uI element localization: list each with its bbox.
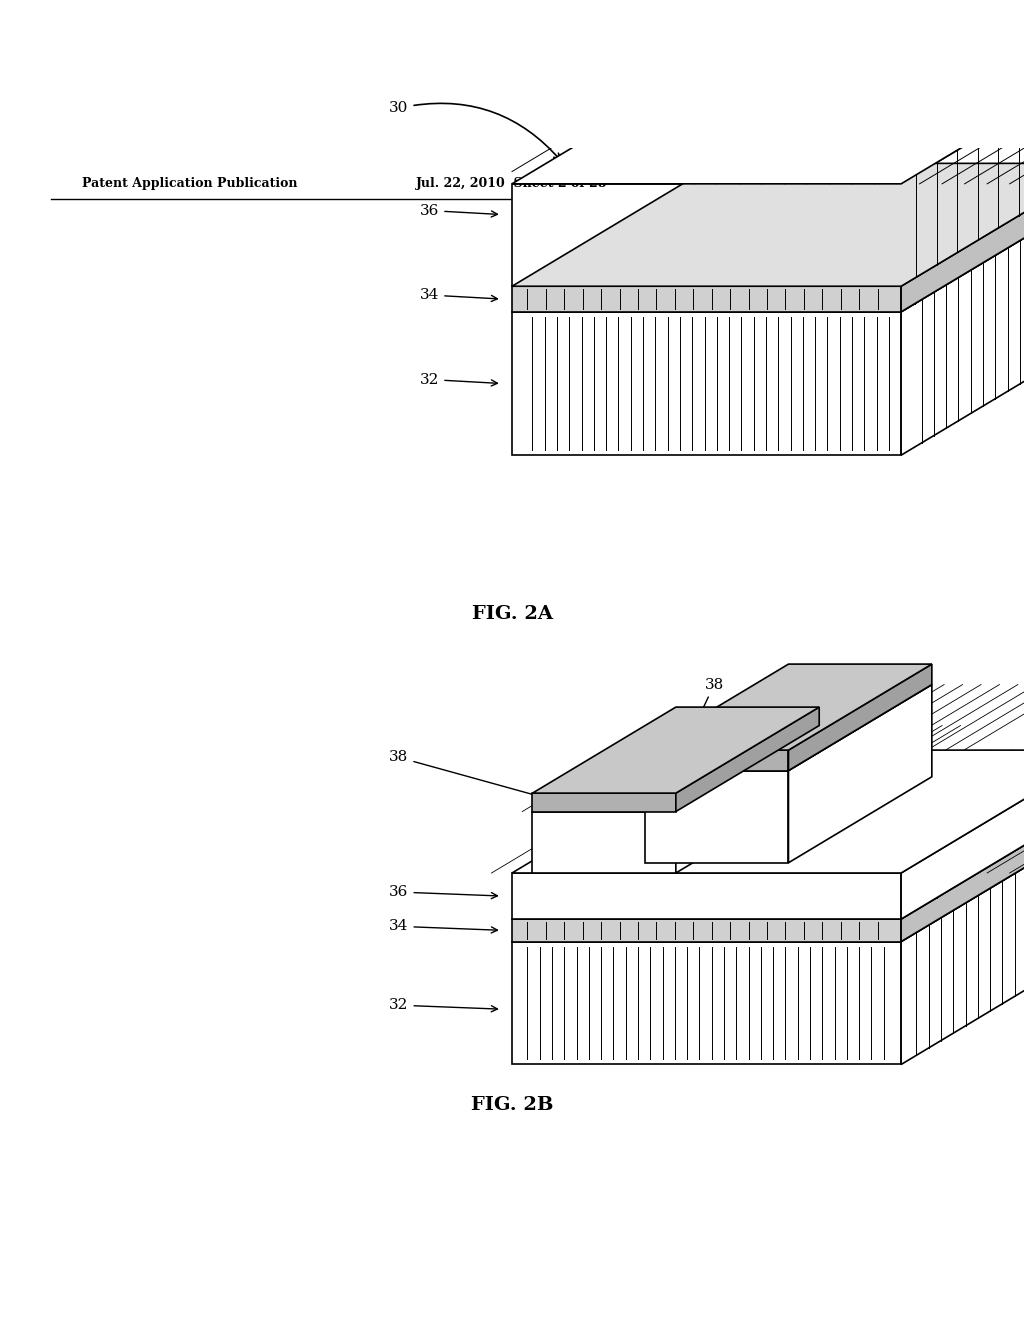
Text: Patent Application Publication: Patent Application Publication bbox=[82, 177, 297, 190]
Polygon shape bbox=[532, 708, 819, 793]
Polygon shape bbox=[512, 873, 901, 919]
Text: FIG. 2A: FIG. 2A bbox=[471, 605, 553, 623]
Text: 40: 40 bbox=[690, 842, 913, 855]
Polygon shape bbox=[901, 61, 1024, 286]
Text: 32: 32 bbox=[389, 998, 498, 1012]
Polygon shape bbox=[676, 726, 819, 873]
Polygon shape bbox=[512, 189, 1024, 312]
Text: US 2010/0181648 A1: US 2010/0181648 A1 bbox=[795, 177, 942, 190]
Text: 36: 36 bbox=[389, 884, 498, 899]
Polygon shape bbox=[645, 685, 932, 771]
Polygon shape bbox=[512, 796, 1024, 919]
Text: Jul. 22, 2010  Sheet 2 of 28: Jul. 22, 2010 Sheet 2 of 28 bbox=[417, 177, 607, 190]
Polygon shape bbox=[645, 750, 788, 771]
Text: 30: 30 bbox=[389, 102, 560, 160]
Polygon shape bbox=[512, 941, 901, 1064]
Polygon shape bbox=[901, 750, 1024, 919]
Polygon shape bbox=[901, 818, 1024, 1064]
Polygon shape bbox=[512, 750, 1024, 873]
Polygon shape bbox=[645, 771, 788, 863]
Text: 38: 38 bbox=[690, 677, 724, 737]
Text: FIG. 2B: FIG. 2B bbox=[471, 1097, 553, 1114]
Polygon shape bbox=[512, 183, 901, 286]
Polygon shape bbox=[532, 812, 676, 873]
Polygon shape bbox=[901, 189, 1024, 455]
Text: 36: 36 bbox=[420, 203, 498, 218]
Polygon shape bbox=[645, 664, 932, 750]
Polygon shape bbox=[512, 312, 901, 455]
Polygon shape bbox=[512, 818, 1024, 941]
Polygon shape bbox=[512, 61, 1024, 183]
Text: 32: 32 bbox=[420, 372, 498, 387]
Text: 34: 34 bbox=[420, 288, 498, 302]
Text: 38: 38 bbox=[389, 750, 557, 803]
Polygon shape bbox=[512, 919, 901, 941]
Polygon shape bbox=[532, 793, 676, 812]
Polygon shape bbox=[901, 796, 1024, 941]
Polygon shape bbox=[788, 664, 932, 771]
Polygon shape bbox=[532, 726, 819, 812]
Polygon shape bbox=[512, 164, 1024, 286]
Polygon shape bbox=[512, 286, 901, 312]
Text: 36: 36 bbox=[735, 764, 853, 816]
Polygon shape bbox=[676, 708, 819, 812]
Polygon shape bbox=[901, 164, 1024, 312]
Text: 34: 34 bbox=[389, 919, 498, 933]
Polygon shape bbox=[788, 685, 932, 863]
